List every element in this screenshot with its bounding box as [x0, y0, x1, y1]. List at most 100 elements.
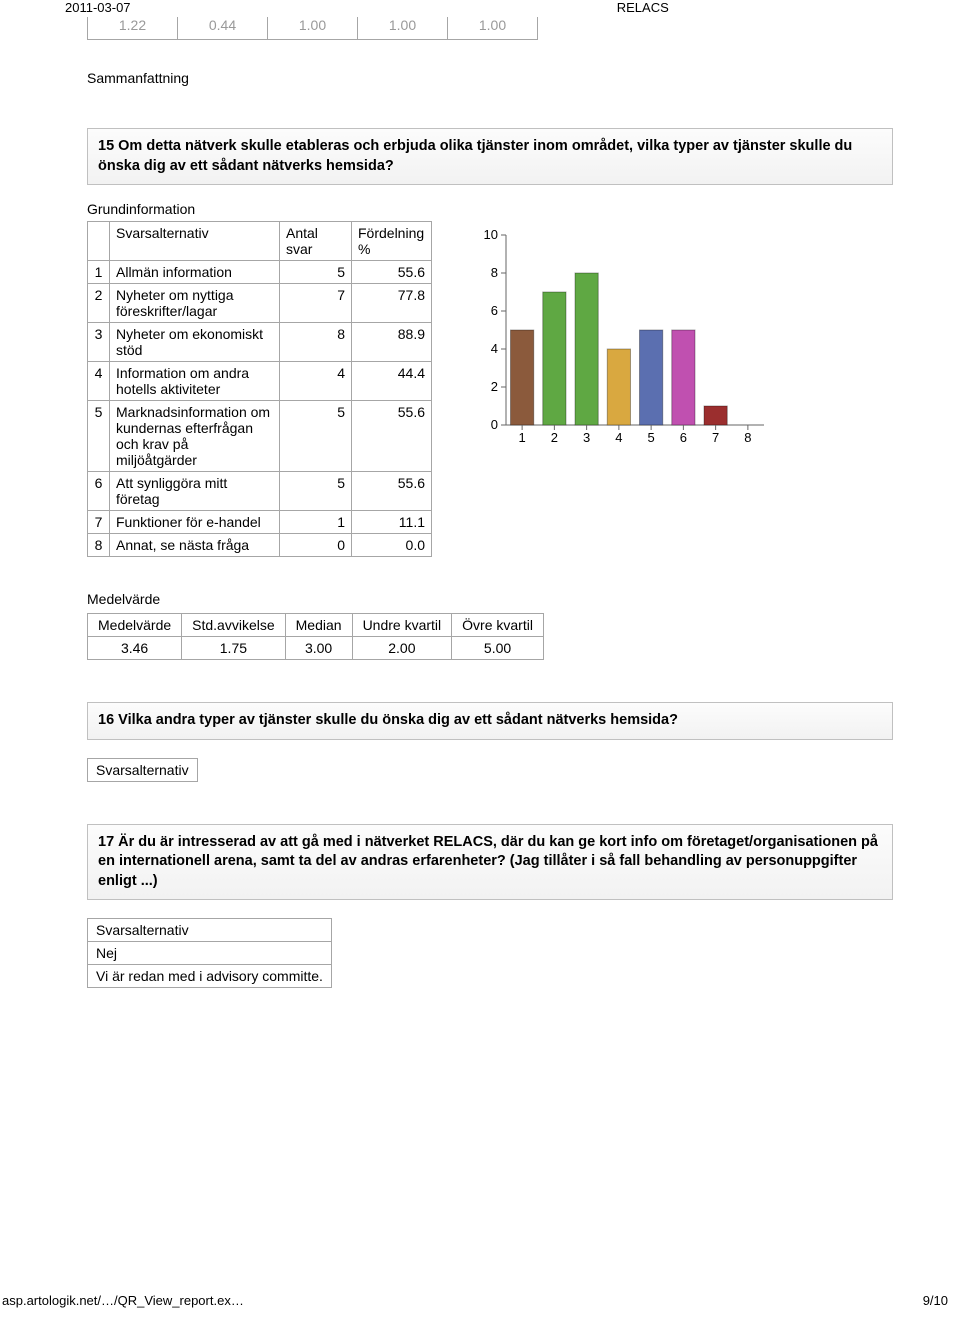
row-index: 6	[88, 472, 110, 511]
col-fordelning: Fördelning %	[352, 222, 432, 261]
row-antal: 4	[280, 362, 352, 401]
answer-cell: Vi är redan med i advisory committe.	[88, 965, 332, 988]
header-date: 2011-03-07	[65, 0, 131, 15]
svg-text:6: 6	[680, 430, 687, 445]
stats-col: Övre kvartil	[452, 614, 544, 637]
svg-text:6: 6	[491, 303, 498, 318]
stats-col: Undre kvartil	[352, 614, 452, 637]
row-index: 1	[88, 261, 110, 284]
bar	[672, 330, 695, 425]
bar	[575, 273, 598, 425]
row-label: Nyheter om nyttiga föreskrifter/lagar	[110, 284, 280, 323]
row-label: Annat, se nästa fråga	[110, 534, 280, 557]
table-row: 6Att synliggöra mitt företag555.6	[88, 472, 432, 511]
truncated-cell: 1.00	[448, 17, 538, 40]
question-15-title: 15 Om detta nätverk skulle etableras och…	[87, 128, 893, 185]
row-label: Att synliggöra mitt företag	[110, 472, 280, 511]
col-svarsalternativ: Svarsalternativ	[110, 222, 280, 261]
stats-val: 3.00	[285, 637, 352, 660]
table-row: Vi är redan med i advisory committe.	[88, 965, 332, 988]
footer-url: asp.artologik.net/…/QR_View_report.ex…	[2, 1293, 244, 1308]
row-antal: 7	[280, 284, 352, 323]
truncated-cell: 1.22	[88, 17, 178, 40]
summary-heading: Sammanfattning	[87, 70, 915, 86]
stats-val: 5.00	[452, 637, 544, 660]
table-row: 7Funktioner för e-handel111.1	[88, 511, 432, 534]
truncated-cell: 1.00	[268, 17, 358, 40]
answer-cell: Svarsalternativ	[88, 919, 332, 942]
row-label: Funktioner för e-handel	[110, 511, 280, 534]
row-index: 8	[88, 534, 110, 557]
header-title: RELACS	[131, 0, 915, 15]
row-label: Nyheter om ekonomiskt stöd	[110, 323, 280, 362]
row-antal: 5	[280, 261, 352, 284]
truncated-table: 1.220.441.001.001.00	[87, 17, 538, 40]
table-row: Nej	[88, 942, 332, 965]
row-label: Information om andra hotells aktiviteter	[110, 362, 280, 401]
row-antal: 5	[280, 472, 352, 511]
row-antal: 1	[280, 511, 352, 534]
table-row: 1Allmän information555.6	[88, 261, 432, 284]
row-pct: 11.1	[352, 511, 432, 534]
bar	[543, 292, 566, 425]
row-pct: 77.8	[352, 284, 432, 323]
row-index: 5	[88, 401, 110, 472]
truncated-cell: 1.00	[358, 17, 448, 40]
svg-text:5: 5	[648, 430, 655, 445]
bar	[607, 349, 630, 425]
bar	[704, 406, 727, 425]
row-pct: 44.4	[352, 362, 432, 401]
svg-text:0: 0	[491, 417, 498, 432]
svg-text:8: 8	[491, 265, 498, 280]
stats-val: 3.46	[88, 637, 182, 660]
row-pct: 0.0	[352, 534, 432, 557]
row-label: Marknadsinformation om kundernas efterfr…	[110, 401, 280, 472]
svg-text:10: 10	[484, 227, 498, 242]
stats-val: 1.75	[182, 637, 285, 660]
table-row: 2Nyheter om nyttiga föreskrifter/lagar77…	[88, 284, 432, 323]
table-row: 3Nyheter om ekonomiskt stöd888.9	[88, 323, 432, 362]
svg-text:1: 1	[519, 430, 526, 445]
svg-text:4: 4	[615, 430, 622, 445]
q17-answers-table: SvarsalternativNejVi är redan med i advi…	[87, 918, 332, 988]
row-index: 7	[88, 511, 110, 534]
q15-bar-chart: 024681012345678	[472, 227, 772, 447]
stats-col: Median	[285, 614, 352, 637]
stats-col: Std.avvikelse	[182, 614, 285, 637]
svg-text:4: 4	[491, 341, 498, 356]
q16-svarsalternativ-box: Svarsalternativ	[87, 758, 198, 782]
svg-text:2: 2	[491, 379, 498, 394]
medelvarde-heading: Medelvärde	[87, 591, 915, 607]
footer-page-number: 9/10	[923, 1293, 948, 1308]
bar	[511, 330, 534, 425]
svg-text:8: 8	[744, 430, 751, 445]
row-antal: 8	[280, 323, 352, 362]
answer-cell: Nej	[88, 942, 332, 965]
truncated-cell: 0.44	[178, 17, 268, 40]
row-pct: 55.6	[352, 472, 432, 511]
table-row: Svarsalternativ	[88, 919, 332, 942]
stats-table: MedelvärdeStd.avvikelseMedianUndre kvart…	[87, 613, 544, 660]
table-row: 4Information om andra hotells aktivitete…	[88, 362, 432, 401]
row-index: 2	[88, 284, 110, 323]
row-pct: 55.6	[352, 401, 432, 472]
row-antal: 5	[280, 401, 352, 472]
q15-table: Svarsalternativ Antal svar Fördelning % …	[87, 221, 432, 557]
svg-text:7: 7	[712, 430, 719, 445]
col-antal-svar: Antal svar	[280, 222, 352, 261]
question-17-title: 17 Är du är intresserad av att gå med i …	[87, 824, 893, 901]
svg-text:2: 2	[551, 430, 558, 445]
stats-col: Medelvärde	[88, 614, 182, 637]
svg-text:3: 3	[583, 430, 590, 445]
row-label: Allmän information	[110, 261, 280, 284]
row-antal: 0	[280, 534, 352, 557]
table-row: 8Annat, se nästa fråga00.0	[88, 534, 432, 557]
row-pct: 88.9	[352, 323, 432, 362]
grundinformation-label: Grundinformation	[87, 201, 915, 217]
row-index: 3	[88, 323, 110, 362]
table-row: 5Marknadsinformation om kundernas efterf…	[88, 401, 432, 472]
row-pct: 55.6	[352, 261, 432, 284]
stats-val: 2.00	[352, 637, 452, 660]
question-16-title: 16 Vilka andra typer av tjänster skulle …	[87, 702, 893, 740]
bar	[640, 330, 663, 425]
